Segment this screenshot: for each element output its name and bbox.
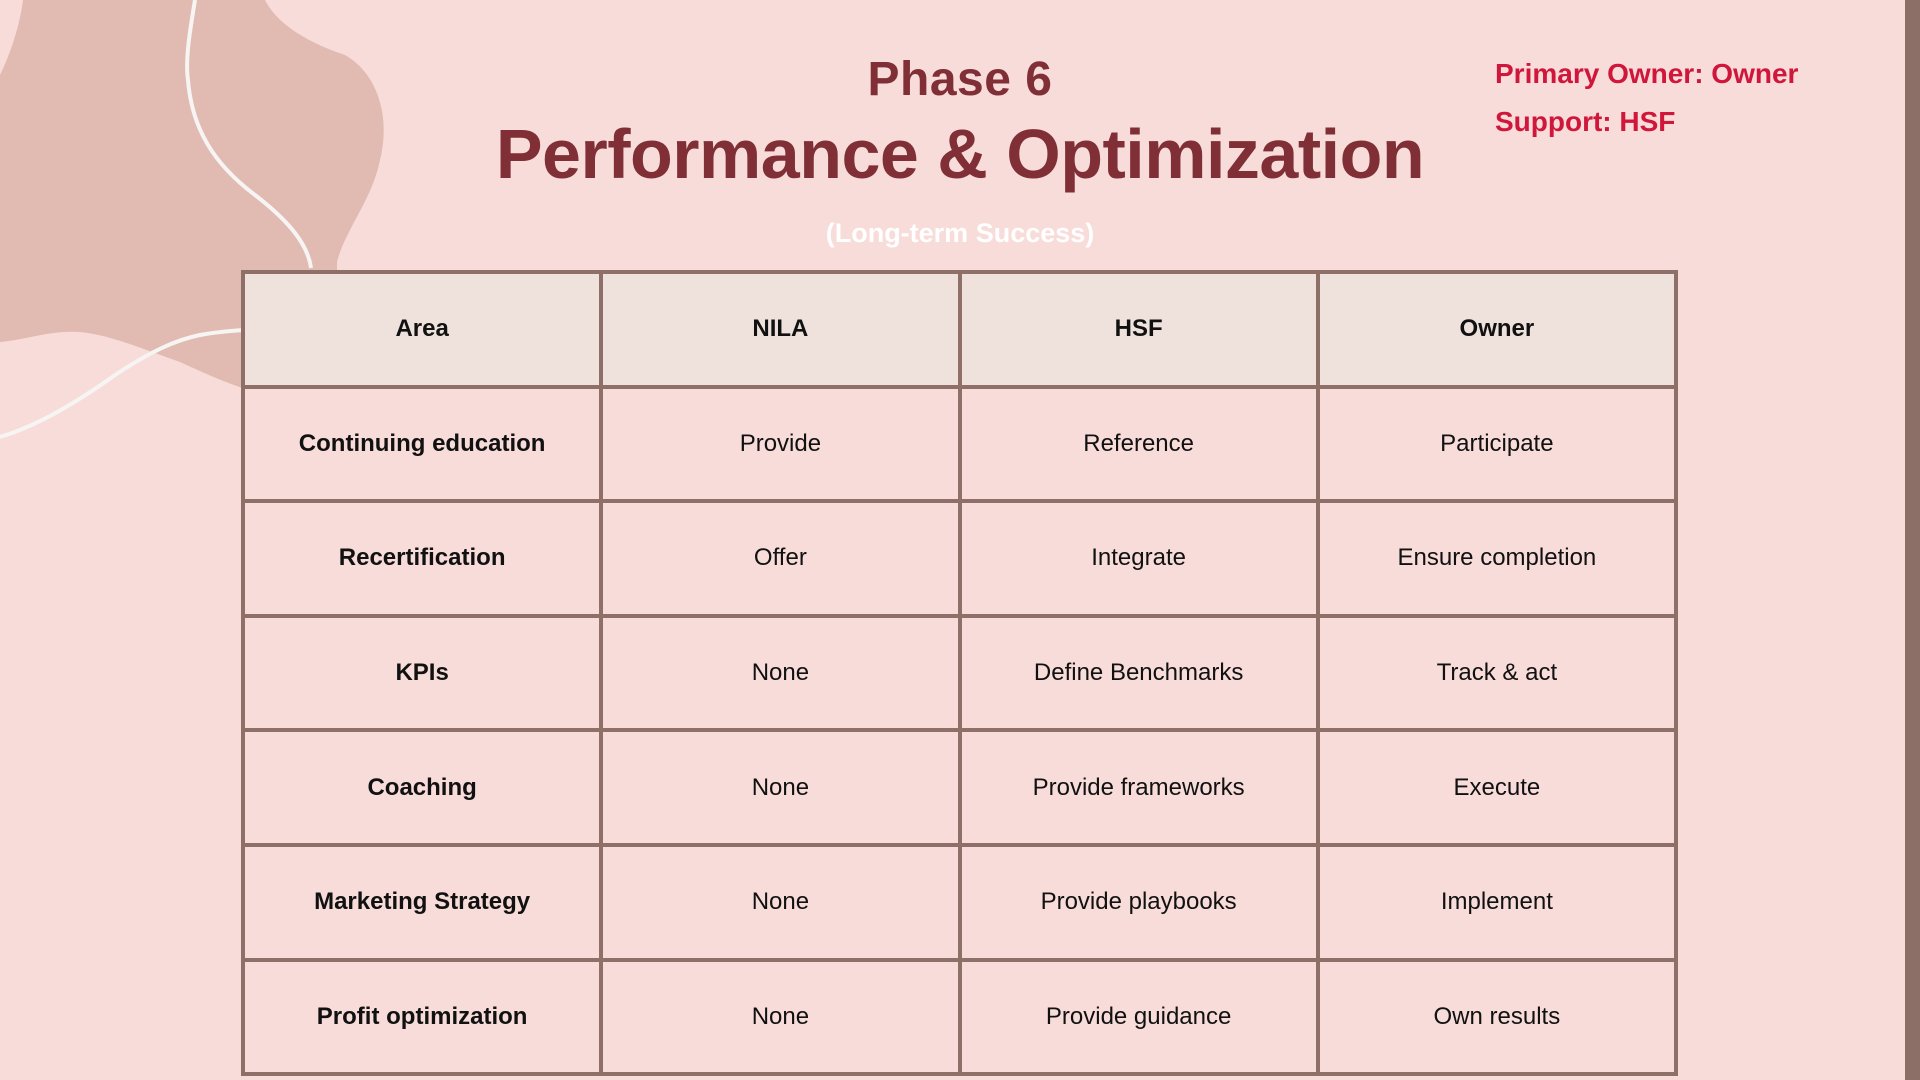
ownership-info: Primary Owner: Owner Support: HSF xyxy=(1495,50,1798,146)
table-header-row: Area NILA HSF Owner xyxy=(240,270,1679,389)
table-row: Coaching None Provide frameworks Execute xyxy=(240,728,1679,847)
nila-cell: Offer xyxy=(599,499,962,618)
column-header-owner: Owner xyxy=(1315,270,1679,389)
owner-cell: Execute xyxy=(1315,728,1679,847)
hsf-cell: Provide playbooks xyxy=(957,842,1320,962)
area-cell: KPIs xyxy=(240,613,604,733)
phase-label: Phase 6 xyxy=(867,53,1053,106)
table-row: Marketing Strategy None Provide playbook… xyxy=(240,842,1679,962)
area-cell: Marketing Strategy xyxy=(240,842,604,962)
page-subtitle: (Long-term Success) xyxy=(825,218,1095,248)
owner-cell: Own results xyxy=(1315,957,1679,1077)
column-header-hsf: HSF xyxy=(957,270,1320,389)
column-header-nila: NILA xyxy=(599,270,962,389)
area-cell: Continuing education xyxy=(240,384,604,504)
column-header-area: Area xyxy=(240,270,604,389)
table-row: Continuing education Provide Reference P… xyxy=(240,384,1679,504)
hsf-cell: Define Benchmarks xyxy=(957,613,1320,733)
table-row: Profit optimization None Provide guidanc… xyxy=(240,957,1679,1077)
table-row: Recertification Offer Integrate Ensure c… xyxy=(240,499,1679,618)
owner-cell: Participate xyxy=(1315,384,1679,504)
nila-cell: Provide xyxy=(599,384,962,504)
nila-cell: None xyxy=(599,957,962,1077)
hsf-cell: Provide guidance xyxy=(957,957,1320,1077)
right-edge-bar xyxy=(1905,0,1920,1080)
area-cell: Profit optimization xyxy=(240,957,604,1077)
white-curve-bottom xyxy=(0,328,244,439)
owner-cell: Ensure completion xyxy=(1315,499,1679,618)
table-row: KPIs None Define Benchmarks Track & act xyxy=(240,613,1679,733)
area-cell: Coaching xyxy=(240,728,604,847)
page-title: Performance & Optimization xyxy=(495,115,1425,193)
hsf-cell: Reference xyxy=(957,384,1320,504)
white-curve-top xyxy=(185,0,313,269)
nila-cell: None xyxy=(599,728,962,847)
primary-owner-label: Primary Owner: Owner xyxy=(1495,58,1799,89)
owner-cell: Track & act xyxy=(1315,613,1679,733)
area-cell: Recertification xyxy=(240,499,604,618)
nila-cell: None xyxy=(599,613,962,733)
hsf-cell: Integrate xyxy=(957,499,1320,618)
hsf-cell: Provide frameworks xyxy=(957,728,1320,847)
responsibility-table: Area NILA HSF Owner Continuing education… xyxy=(240,270,1679,1077)
nila-cell: None xyxy=(599,842,962,962)
owner-cell: Implement xyxy=(1315,842,1679,962)
support-label: Support: HSF xyxy=(1495,106,1676,137)
